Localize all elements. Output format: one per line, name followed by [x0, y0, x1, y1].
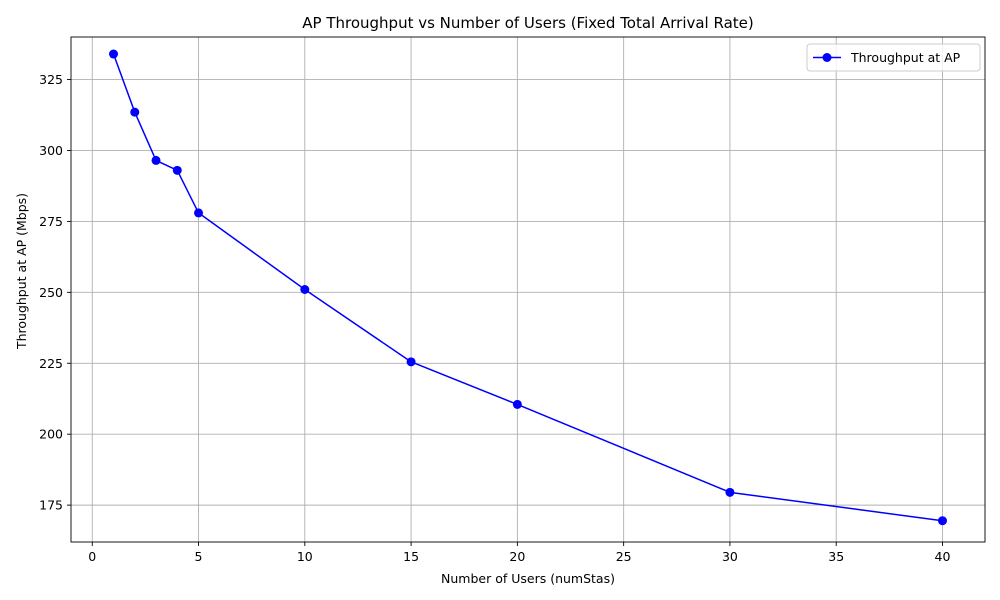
legend: Throughput at AP: [806, 43, 981, 72]
x-tick-label: 30: [722, 549, 738, 564]
data-point: [194, 208, 204, 218]
x-tick-label: 15: [403, 549, 419, 564]
data-point: [937, 516, 947, 526]
data-point: [130, 107, 140, 117]
y-tick-label: 275: [39, 214, 63, 229]
y-tick-label: 250: [39, 285, 63, 300]
x-tick-label: 5: [195, 549, 203, 564]
grid-lines: [71, 37, 985, 542]
y-axis-label: Throughput at AP (Mbps): [14, 193, 29, 350]
x-axis-label: Number of Users (numStas): [441, 571, 615, 586]
y-tick-label: 300: [39, 143, 63, 158]
series-line: [112, 53, 943, 522]
chart-title: AP Throughput vs Number of Users (Fixed …: [302, 14, 754, 32]
y-tick-label: 325: [39, 72, 63, 87]
y-tick-label: 225: [39, 356, 63, 371]
data-point: [300, 285, 310, 294]
x-tick-label: 35: [828, 549, 844, 564]
x-tick-label: 25: [616, 549, 632, 564]
y-tick-label: 175: [39, 498, 63, 513]
x-tick-label: 20: [509, 549, 525, 564]
legend-label: Throughput at AP: [850, 50, 961, 65]
data-point: [172, 165, 182, 175]
plot-frame: [70, 36, 986, 543]
data-point: [512, 399, 522, 409]
x-tick-label: 10: [297, 549, 313, 564]
data-point: [109, 49, 119, 59]
data-point: [151, 155, 161, 165]
data-point: [406, 357, 416, 367]
x-axis-ticks: 0 5 10 15 20 25 30 35 40: [88, 542, 950, 564]
x-tick-label: 40: [935, 549, 951, 564]
y-axis-ticks: 175 200 225 250 275 300 325: [39, 72, 71, 513]
y-tick-label: 200: [39, 427, 63, 442]
series-layer: [109, 49, 947, 526]
legend-box: [806, 43, 981, 72]
legend-marker-swatch: [822, 53, 832, 62]
data-point: [725, 487, 735, 497]
x-tick-label: 0: [88, 549, 96, 564]
